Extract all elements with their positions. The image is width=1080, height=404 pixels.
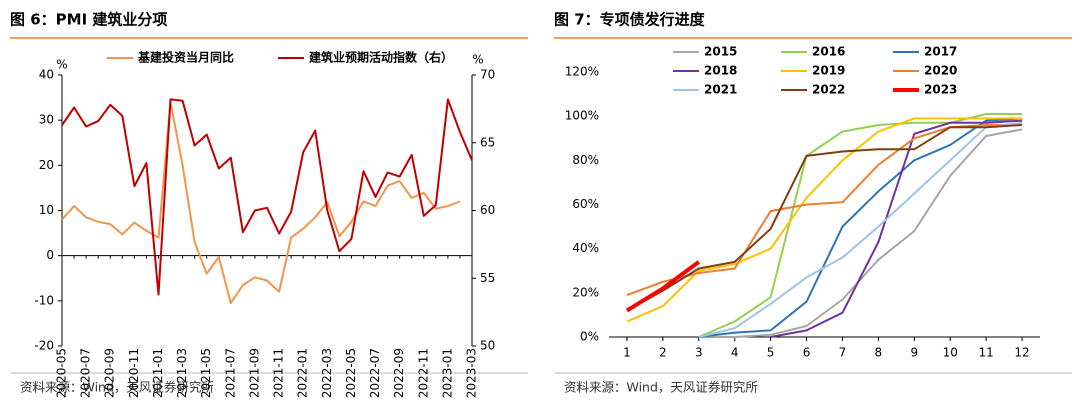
x-tick-label: 2022-07	[368, 348, 382, 398]
source: 资料来源：Wind，天风证券研究所	[564, 380, 758, 395]
x-tick-label: 9	[910, 346, 918, 360]
x-tick-label: 1	[623, 346, 631, 360]
x-tick-label: 12	[1014, 346, 1029, 360]
x-tick-label: 2021-05	[199, 348, 213, 398]
x-tick-label: 2022-05	[344, 348, 358, 398]
y-tick-label: 80%	[572, 153, 599, 167]
series-line	[625, 260, 700, 313]
series-line	[698, 113, 1022, 338]
y-tick-label: 60%	[572, 197, 599, 211]
y-tick-label: 40	[39, 68, 54, 82]
series-line	[698, 128, 1023, 338]
x-tick-label: 10	[943, 346, 958, 360]
y2-unit: %	[472, 53, 483, 67]
x-tick-label: 2	[659, 346, 667, 360]
x-tick-label: 2020-05	[55, 348, 69, 398]
legend-label: 基建投资当月同比	[137, 50, 234, 65]
legend-label: 2021	[704, 83, 737, 97]
series-line	[61, 98, 473, 296]
y-tick-label: 20	[39, 158, 54, 172]
y2-tick-label: 60	[480, 203, 495, 217]
y-tick-label: 20%	[572, 285, 599, 299]
legend-label: 2018	[704, 64, 737, 78]
series-line	[698, 121, 1023, 338]
x-tick-label: 2022-03	[320, 348, 334, 398]
x-tick-label: 2022-11	[416, 348, 430, 398]
source: 资料来源：Wind，天风证券研究所	[20, 380, 214, 395]
y-tick-label: -10	[34, 293, 54, 307]
x-tick-label: 8	[875, 346, 883, 360]
legend-label: 2022	[812, 83, 845, 97]
y-tick-label: 40%	[572, 241, 599, 255]
series-line	[698, 117, 1023, 338]
x-tick-label: 3	[695, 346, 703, 360]
y2-tick-label: 50	[480, 339, 495, 353]
y-unit: %	[56, 58, 67, 72]
series-line	[626, 117, 1022, 323]
x-tick-label: 4	[731, 346, 739, 360]
legend-label: 建筑业预期活动指数（右）	[308, 50, 453, 65]
x-tick-label: 7	[839, 346, 847, 360]
y-tick-label: 0%	[580, 330, 599, 344]
chart-title: 图 6：PMI 建筑业分项	[10, 11, 167, 29]
legend-label: 2019	[812, 64, 845, 78]
y-tick-label: 0	[46, 248, 54, 262]
x-tick-label: 6	[803, 346, 811, 360]
x-tick-label: 2023-03	[465, 348, 479, 398]
y2-tick-label: 70	[480, 68, 495, 82]
legend-label: 2020	[924, 64, 957, 78]
y-tick-label: -20	[34, 339, 54, 353]
y-tick-label: 100%	[565, 109, 599, 123]
y2-tick-label: 55	[480, 271, 495, 285]
x-tick-label: 2021-11	[272, 348, 286, 398]
x-tick-label: 2021-07	[223, 348, 237, 398]
chart-title: 图 7：专项债发行进度	[554, 11, 706, 29]
x-tick-label: 5	[767, 346, 775, 360]
x-tick-label: 2021-09	[247, 348, 261, 398]
series-line	[770, 119, 1023, 338]
x-tick-label: 2021-01	[151, 348, 165, 398]
legend-label: 2015	[704, 45, 737, 59]
y-tick-label: 10	[39, 203, 54, 217]
legend-label: 2017	[924, 45, 957, 59]
x-tick-label: 2020-09	[103, 348, 117, 398]
legend-label: 2023	[924, 83, 957, 97]
legend-label: 2016	[812, 45, 845, 59]
x-tick-label: 2020-07	[79, 348, 93, 398]
x-tick-label: 2023-01	[440, 348, 454, 398]
x-tick-label: 11	[978, 346, 993, 360]
x-tick-label: 2020-11	[127, 348, 141, 398]
series-line	[626, 124, 1023, 312]
series-line	[61, 101, 461, 305]
y-tick-label: 30	[39, 113, 54, 127]
x-tick-label: 2022-09	[392, 348, 406, 398]
x-tick-label: 2021-03	[175, 348, 189, 398]
y-tick-label: 120%	[565, 65, 599, 79]
x-tick-label: 2022-01	[296, 348, 310, 398]
y2-tick-label: 65	[480, 135, 495, 149]
